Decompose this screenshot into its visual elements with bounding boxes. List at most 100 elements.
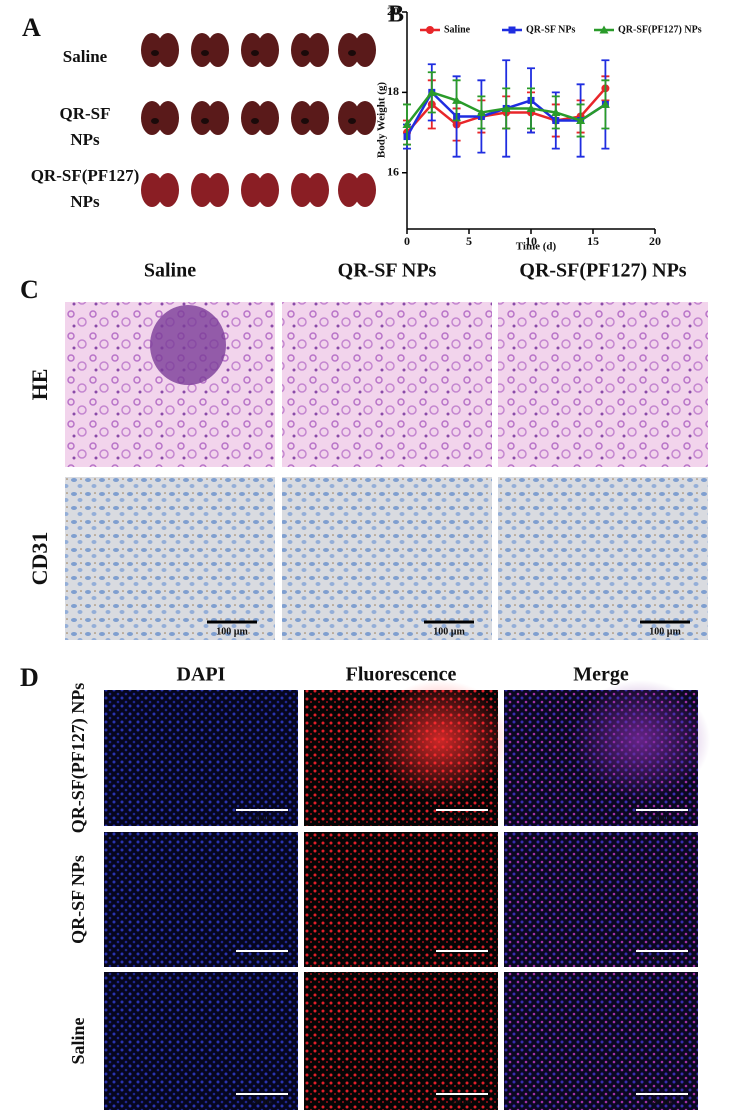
scale-bar-label: 100 µm [433,626,465,637]
micrograph [304,972,498,1110]
lung-lobe [241,101,263,135]
legend-marker [508,26,516,34]
lung-lobe [207,101,229,135]
micrograph [498,302,708,467]
lung-lobe [157,173,179,207]
lung-lobe [191,33,213,67]
point [427,87,437,96]
scale-bar-label: 100 µm [216,626,248,637]
lung-lobe [257,33,279,67]
lung-lobe [291,33,313,67]
lung-photo [338,33,376,67]
lung-lobe [291,101,313,135]
x-tick-label: 0 [404,234,410,248]
lung-photo [291,101,329,135]
lung-lobe [241,33,263,67]
lung-lobe [307,173,329,207]
lung-lobe [241,173,263,207]
lung-lobe [307,33,329,67]
lung-lobe [191,101,213,135]
lung-lobe [338,173,360,207]
x-tick-label: 15 [587,234,599,248]
lung-nodule [251,50,259,56]
lung-lobe [354,173,376,207]
point [526,103,536,112]
panel-label: A [22,13,41,42]
lung-lobe [338,101,360,135]
scale-bar-label: 200 µm [653,1099,672,1105]
panel-label: D [20,663,39,692]
lung-photo [141,173,179,207]
column-label: QR-SF NPs [338,260,437,282]
micrograph [65,477,275,640]
lung-lobe [257,101,279,135]
lung-nodule [301,50,309,56]
signal-cloud [370,680,510,800]
row-label: CD31 [27,532,52,586]
column-label: Merge [573,664,629,686]
row-label: QR-SF NPs [68,855,88,944]
point [600,99,610,108]
lung-lobe [207,33,229,67]
row-label: NPs [70,130,100,149]
lung-photo [141,101,179,135]
row-label: QR-SF [60,104,111,123]
scale-bar-label: 200 µm [453,1099,472,1105]
lung-photo [241,101,279,135]
y-tick-label: 16 [387,164,399,178]
lung-nodule [201,50,209,56]
tissue-nodule [150,305,226,385]
lung-photo [141,33,179,67]
micrograph [104,972,298,1110]
scale-bar-label: 200 µm [653,815,672,821]
column-label: Fluorescence [346,664,457,686]
row-label: NPs [70,192,100,211]
lung-lobe [354,33,376,67]
column-label: Saline [144,260,196,282]
row-label: QR-SF(PF127) [31,166,140,185]
lung-lobe [157,33,179,67]
legend-label: QR-SF(PF127) NPs [618,24,702,35]
lung-nodule [301,118,309,124]
lung-nodule [201,118,209,124]
micrograph [504,832,698,967]
lung-lobe [207,173,229,207]
micrograph [104,690,298,826]
scale-bar-label: 200 µm [653,956,672,962]
x-tick-label: 5 [466,234,472,248]
row-label: HE [27,369,52,401]
point [501,103,511,112]
lung-lobe [257,173,279,207]
lung-lobe [307,101,329,135]
scale-bar-label: 200 µm [253,1099,272,1105]
scale-bar-label: 100 µm [649,626,681,637]
lung-photo [241,33,279,67]
lung-lobe [141,101,163,135]
lung-lobe [338,33,360,67]
lung-lobe [191,173,213,207]
micrograph [304,832,498,967]
scale-bar-label: 200 µm [253,956,272,962]
point [576,116,586,124]
point [476,107,486,116]
scale-bar-label: 200 µm [453,956,472,962]
lung-lobe [157,101,179,135]
lung-photo [338,101,376,135]
panel-label: B [388,2,404,28]
row-label: QR-SF(PF127) NPs [68,683,89,833]
lung-photo [191,173,229,207]
x-tick-label: 20 [649,234,661,248]
legend-marker [599,25,609,34]
x-axis-label: Time (d) [516,241,557,253]
row-label: Saline [68,1017,88,1064]
lung-lobe [354,101,376,135]
micrograph [104,832,298,967]
micrograph [282,302,492,467]
lung-lobe [141,173,163,207]
scale-bar-label: 200 µm [253,815,272,821]
signal-cloud [570,680,710,800]
lung-nodule [151,50,159,56]
lung-photo [241,173,279,207]
micrograph [504,972,698,1110]
